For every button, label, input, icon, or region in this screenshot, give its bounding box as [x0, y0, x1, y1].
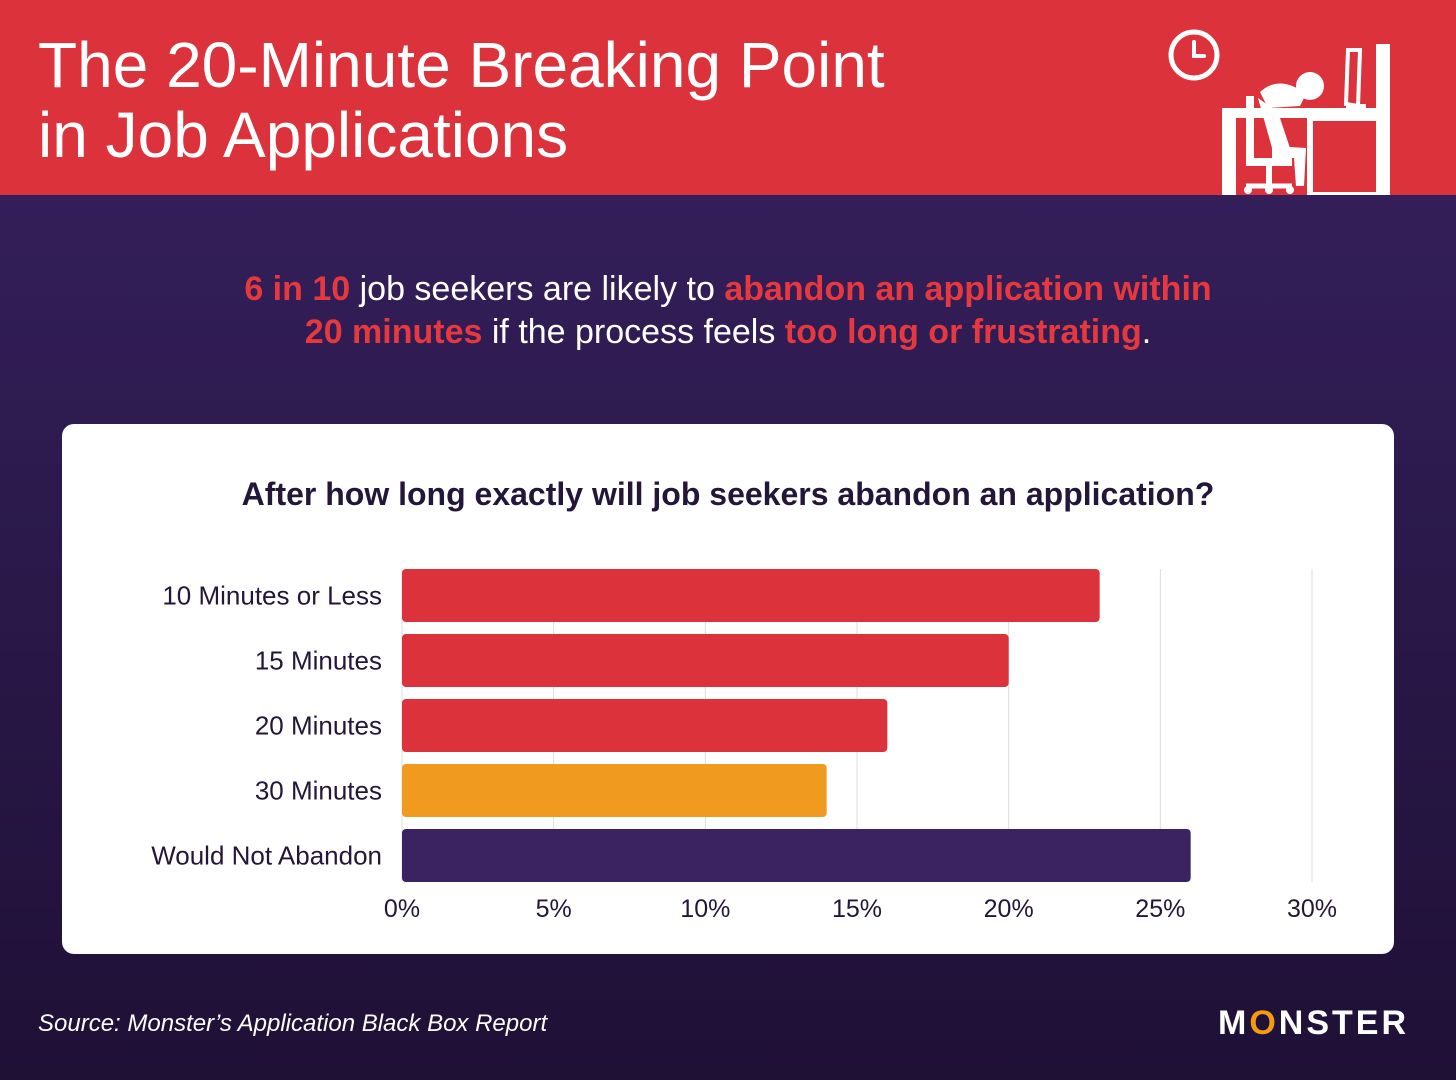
bar-chart: 0% 5% 10% 15% 20% 25% 30% 10 Minutes or Less 15 … — [151, 569, 1337, 923]
headline-statement: 6 in 10 job seekers are likely to abando… — [120, 268, 1336, 354]
clock-icon — [1168, 29, 1220, 81]
category-label: 10 Minutes or Less — [162, 581, 382, 611]
x-tick-label: 30% — [1287, 895, 1337, 923]
monster-logo: MONSTER — [1218, 1004, 1428, 1044]
category-label: 20 Minutes — [255, 711, 382, 741]
x-tick-label: 5% — [536, 895, 572, 923]
logo-accent-letter: O — [1249, 1004, 1279, 1042]
bar-15-minutes — [402, 634, 1009, 687]
headline-emphasis: abandon an application within — [724, 270, 1212, 308]
bar-30-minutes — [402, 764, 827, 817]
headline-emphasis: 20 minutes — [304, 313, 483, 351]
headline-text: . — [1141, 313, 1152, 351]
headline-text: job seekers are likely to — [350, 270, 725, 308]
x-tick-label: 0% — [384, 895, 420, 923]
headline-line-1: 6 in 10 job seekers are likely to abando… — [120, 268, 1336, 311]
category-label: 30 Minutes — [255, 776, 382, 806]
chart-title: After how long exactly will job seekers … — [241, 476, 1215, 512]
bar-10-minutes-or-less — [402, 569, 1100, 622]
exhausted-worker-at-desk-icon — [1168, 29, 1390, 195]
bar-would-not-abandon — [402, 829, 1191, 882]
headline-emphasis: too long or frustrating — [784, 313, 1142, 351]
headline-text: if the process feels — [482, 313, 785, 351]
source-note: Source: Monster’s Application Black Box … — [38, 1010, 548, 1037]
category-label: Would Not Abandon — [151, 841, 382, 871]
category-label: 15 Minutes — [255, 646, 382, 676]
chart-card: After how long exactly will job seekers … — [62, 424, 1394, 954]
title-line-1: The 20-Minute Breaking Point — [38, 29, 885, 101]
logo-text-end: NSTER — [1278, 1004, 1410, 1042]
headline-stat: 6 in 10 — [244, 270, 351, 308]
x-tick-label: 10% — [680, 895, 730, 923]
page-title: The 20-Minute Breaking Point in Job Appl… — [38, 30, 1038, 170]
x-tick-label: 25% — [1135, 895, 1185, 923]
title-line-2: in Job Applications — [38, 99, 569, 171]
header-banner: The 20-Minute Breaking Point in Job Appl… — [0, 0, 1456, 195]
bar-20-minutes — [402, 699, 888, 752]
x-tick-label: 15% — [832, 895, 882, 923]
headline-line-2: 20 minutes if the process feels too long… — [120, 311, 1336, 354]
logo-text-start: M — [1218, 1004, 1250, 1042]
x-tick-label: 20% — [984, 895, 1034, 923]
